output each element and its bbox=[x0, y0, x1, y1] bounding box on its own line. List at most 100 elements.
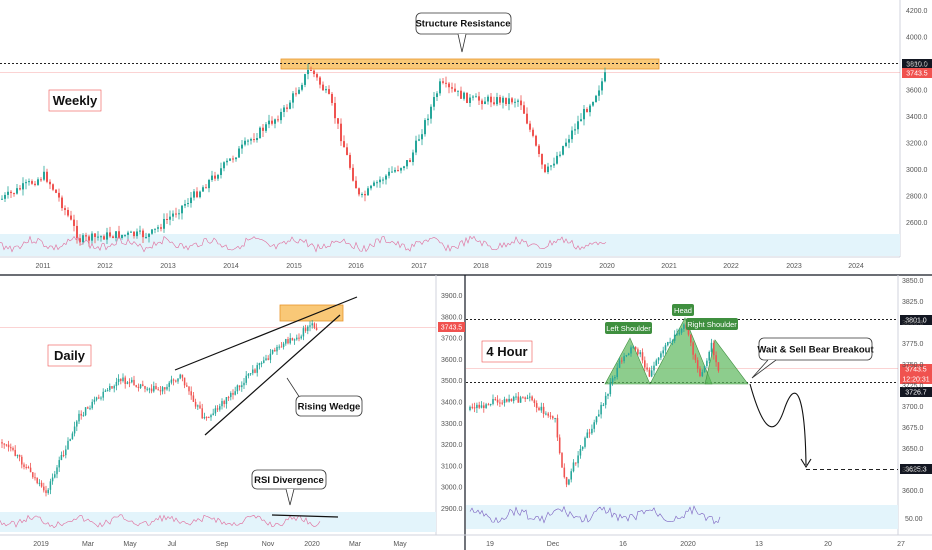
candle-body bbox=[632, 346, 635, 348]
candle-body bbox=[706, 360, 708, 367]
h4-price-tick: 3725.0 bbox=[902, 383, 924, 390]
daily-time-tick: Mar bbox=[82, 541, 95, 548]
h4-resistance-tag-text: 3801.0 bbox=[905, 318, 927, 325]
candle-body bbox=[515, 396, 517, 398]
candle-body bbox=[547, 166, 549, 173]
h4-neckline-tag-text: 3726.7 bbox=[905, 390, 927, 397]
daily-time-tick: 2019 bbox=[33, 541, 49, 548]
candle-body bbox=[82, 235, 84, 243]
candle-body bbox=[568, 139, 570, 143]
candle-body bbox=[88, 236, 90, 241]
candle-body bbox=[78, 413, 80, 422]
candle-body bbox=[460, 90, 462, 99]
candle-body bbox=[170, 379, 173, 383]
axis-tick-labels: 4200.0 4000.0 3800.0 3600.0 3400.0 3200.0 3000… bbox=[33, 8, 927, 548]
candle-body bbox=[415, 140, 417, 153]
candle-body bbox=[487, 404, 490, 406]
candle-body bbox=[31, 181, 33, 184]
candle-body bbox=[184, 203, 186, 206]
left-shoulder-tag bbox=[605, 322, 652, 334]
candle-body bbox=[292, 93, 294, 103]
candle-body bbox=[600, 404, 602, 415]
rsi-divergence-line bbox=[271, 514, 339, 518]
candle-body bbox=[565, 477, 568, 485]
candle-body bbox=[249, 373, 252, 375]
candle-body bbox=[655, 360, 658, 366]
candle-body bbox=[144, 386, 146, 389]
h4-time-tick: 19 bbox=[486, 541, 494, 548]
candle-body bbox=[220, 168, 222, 175]
candle-body bbox=[98, 397, 100, 399]
candle-body bbox=[282, 343, 285, 347]
weekly-level-tag bbox=[902, 59, 932, 69]
candle-body bbox=[373, 182, 375, 186]
candle-body bbox=[100, 397, 102, 399]
candle-body bbox=[256, 365, 258, 373]
candle-body bbox=[69, 439, 71, 441]
candle-body bbox=[571, 130, 573, 140]
candle-body bbox=[538, 407, 540, 411]
candle-body bbox=[556, 155, 558, 164]
candle-body bbox=[13, 193, 15, 195]
candle-body bbox=[64, 208, 66, 210]
weekly-time-tick: 2018 bbox=[473, 263, 489, 270]
candle-body bbox=[304, 74, 306, 85]
weekly-level-tag-text: 3810.0 bbox=[906, 62, 928, 69]
candle-body bbox=[476, 404, 478, 409]
candle-body bbox=[148, 388, 151, 390]
candle-body bbox=[388, 171, 390, 176]
candle-body bbox=[127, 232, 129, 235]
candle-body bbox=[94, 233, 96, 237]
candle-body bbox=[673, 334, 676, 341]
candle-body bbox=[397, 169, 399, 171]
candle-body bbox=[552, 416, 554, 419]
candle-body bbox=[630, 347, 632, 354]
candle-body bbox=[471, 406, 474, 408]
candle-body bbox=[4, 194, 6, 199]
candle-body bbox=[382, 179, 384, 181]
candle-body bbox=[79, 238, 81, 243]
candle-body bbox=[313, 323, 316, 328]
candle-body bbox=[577, 455, 579, 464]
candle-body bbox=[112, 236, 114, 238]
candle-body bbox=[3, 443, 5, 445]
h4-price-tick: 3775.0 bbox=[902, 341, 924, 348]
h4-rsi-tick: 50.00 bbox=[905, 516, 923, 523]
candle-body bbox=[522, 397, 524, 399]
candle-body bbox=[481, 100, 483, 105]
candle-body bbox=[496, 399, 499, 403]
candle-body bbox=[286, 107, 288, 109]
candle-body bbox=[193, 191, 195, 198]
candle-body bbox=[40, 179, 42, 181]
weekly-rsi-band bbox=[0, 234, 900, 256]
h4-price-tag bbox=[900, 364, 932, 374]
head-tag bbox=[672, 304, 694, 316]
candle-body bbox=[664, 345, 667, 351]
rsi-lines bbox=[0, 235, 721, 529]
candle-body bbox=[208, 180, 210, 189]
candle-body bbox=[570, 471, 572, 480]
candle-body bbox=[430, 106, 432, 119]
candle-body bbox=[280, 111, 282, 121]
candle-body bbox=[328, 89, 330, 94]
candle-body bbox=[524, 397, 526, 399]
candle-body bbox=[227, 397, 230, 399]
candle-body bbox=[100, 236, 102, 238]
candle-body bbox=[25, 466, 27, 468]
candle-body bbox=[394, 169, 396, 172]
candle-body bbox=[34, 183, 36, 185]
candle-body bbox=[55, 189, 57, 193]
h4-time-tick: 20 bbox=[824, 541, 832, 548]
daily-candles bbox=[1, 320, 318, 497]
structure-resistance-pointer bbox=[457, 33, 467, 53]
candle-body bbox=[73, 426, 76, 434]
candle-body bbox=[623, 356, 625, 362]
candle-body bbox=[278, 346, 280, 348]
h4-price-tick: 3675.0 bbox=[902, 425, 924, 432]
candle-body bbox=[662, 350, 664, 354]
candle-body bbox=[496, 97, 498, 105]
h4-time-tick: 27 bbox=[897, 541, 905, 548]
candle-body bbox=[190, 391, 192, 396]
candle-body bbox=[232, 158, 234, 160]
candle-body bbox=[76, 225, 78, 239]
